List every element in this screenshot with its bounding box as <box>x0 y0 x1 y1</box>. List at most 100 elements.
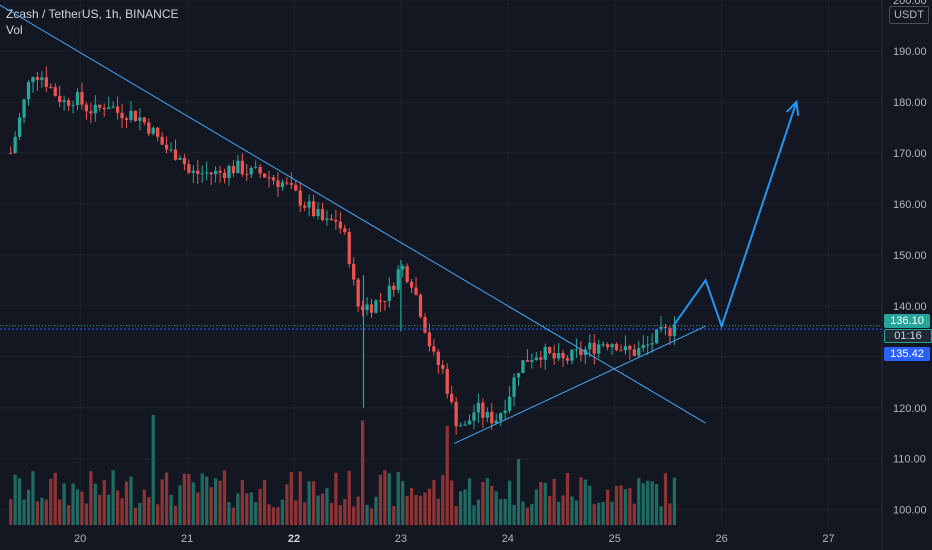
volume-bar <box>66 505 71 525</box>
candle-body <box>646 344 650 346</box>
candle-body <box>129 110 133 120</box>
volume-bar <box>409 487 414 525</box>
volume-bar <box>525 507 530 525</box>
candle-body <box>240 160 244 175</box>
volume-bar <box>494 491 498 525</box>
candle-body <box>476 402 481 413</box>
candle-body <box>454 401 458 427</box>
projection-arrowhead <box>785 99 800 116</box>
volume-bar <box>565 472 570 525</box>
time-tick-label: 26 <box>716 533 728 545</box>
volume-bar <box>610 501 614 525</box>
volume-bar <box>124 481 129 525</box>
candle-body <box>365 304 369 311</box>
candle-body <box>445 368 449 394</box>
volume-bar <box>173 505 178 525</box>
volume-bar <box>579 477 583 525</box>
candle-body <box>249 167 253 175</box>
volume-bar <box>267 504 271 525</box>
volume-bar <box>35 501 40 525</box>
volume-bar <box>396 471 400 525</box>
candle-body <box>84 104 89 112</box>
candle-body <box>66 100 71 106</box>
candle-body <box>191 170 195 173</box>
candle-body <box>396 269 400 290</box>
volume-bar <box>378 474 383 525</box>
candle-body <box>467 420 472 425</box>
candle-body <box>588 342 592 350</box>
volume-bar <box>129 476 133 525</box>
volume-bar <box>156 504 160 525</box>
candle-body <box>236 160 240 174</box>
volume-bar <box>552 478 556 525</box>
candle-body <box>35 77 40 81</box>
candle-body <box>374 300 378 313</box>
volume-bar <box>650 481 654 525</box>
candle-body <box>530 359 534 362</box>
candle-body <box>196 170 200 174</box>
volume-bar <box>249 492 253 525</box>
candle-body <box>534 357 538 360</box>
time-tick-label: 23 <box>395 533 407 545</box>
candle-body <box>441 365 445 369</box>
volume-bar <box>9 499 13 525</box>
volume-bar <box>285 484 289 525</box>
time-tick-label: 22 <box>288 533 300 545</box>
candle-body <box>325 218 329 220</box>
volume-bar <box>222 470 227 525</box>
volume-bar <box>334 472 338 525</box>
volume-bar <box>436 498 440 525</box>
currency-label[interactable]: USDT <box>889 6 929 24</box>
candle-body <box>200 173 204 175</box>
volume-bar <box>142 489 146 525</box>
volume-bar <box>89 471 93 525</box>
candle-body <box>120 112 124 119</box>
candle-body <box>418 294 423 317</box>
candle-body <box>294 184 298 191</box>
volume-bar <box>365 504 369 525</box>
volume-bar <box>316 495 320 525</box>
candle-body <box>597 344 601 354</box>
volume-bar <box>530 503 534 525</box>
candle-body <box>298 190 302 206</box>
volume-bar <box>71 483 75 525</box>
time-axis: 20 21 22 23 24 25 26 27 <box>74 533 835 545</box>
volume-bar <box>432 480 436 525</box>
volume-bar <box>360 420 365 525</box>
candle-body <box>463 424 467 426</box>
candle-body <box>512 377 516 397</box>
volume-bar <box>102 480 106 525</box>
candle-body <box>507 396 512 411</box>
price-tick-label: 180.00 <box>893 97 927 109</box>
candle-body <box>289 183 293 185</box>
volume-bar <box>405 495 409 525</box>
volume-bar <box>227 502 231 525</box>
candle-body <box>22 99 26 118</box>
volume-bar <box>592 504 596 525</box>
candle-body <box>565 358 570 361</box>
candle-body <box>539 357 543 360</box>
volume-bar <box>485 478 489 525</box>
volume-bar <box>164 472 169 525</box>
volume-bar <box>588 485 592 525</box>
volume-bar <box>58 499 62 525</box>
volume-bar <box>191 482 195 525</box>
volume-bar <box>205 476 209 525</box>
volume-bar <box>454 505 458 525</box>
volume-indicator-label[interactable]: Vol <box>6 23 23 37</box>
volume-bar <box>663 473 668 525</box>
volume-bar <box>654 483 659 525</box>
candle-body <box>414 287 418 295</box>
candle-body <box>663 326 668 328</box>
volume-bar <box>271 507 276 525</box>
time-tick-label: 20 <box>74 533 86 545</box>
volume-bar <box>414 494 418 525</box>
volume-bar <box>120 498 124 525</box>
candle-body <box>516 372 521 378</box>
candle-body <box>178 158 182 160</box>
candle-body <box>521 360 525 373</box>
volume-bar <box>254 502 258 525</box>
candle-body <box>450 393 454 402</box>
candle-body <box>44 77 48 87</box>
